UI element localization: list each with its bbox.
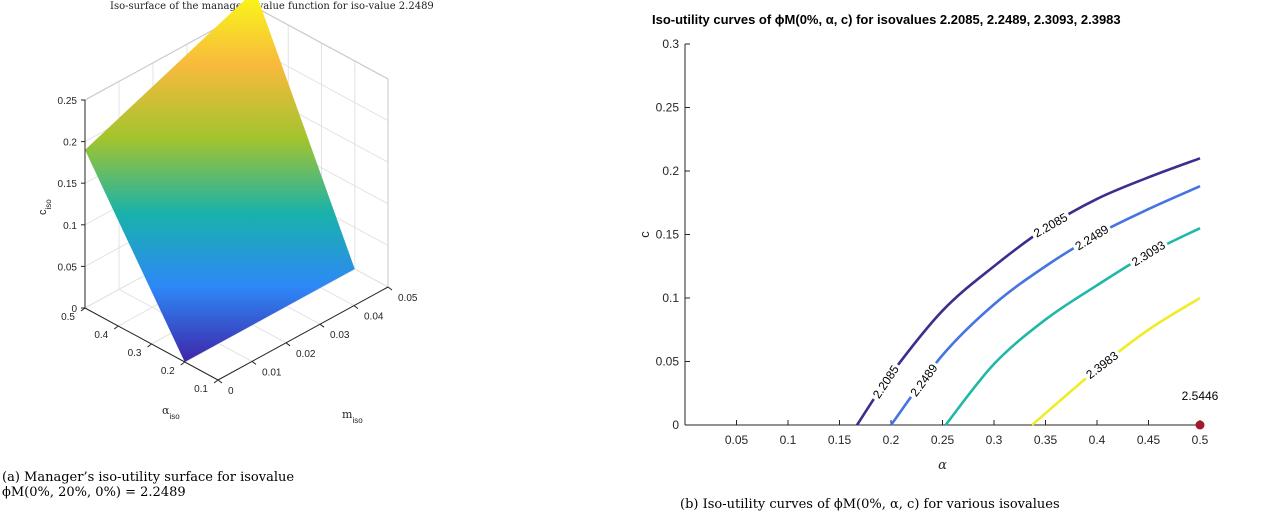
panel-a: Iso-surface of the manager's value funct… bbox=[2, 0, 562, 500]
m-tick-label: 0.05 bbox=[398, 293, 418, 304]
x-tick-label: 0.35 bbox=[1034, 433, 1058, 447]
caption-a-line1: (a) Manager’s iso-utility surface for is… bbox=[2, 470, 295, 485]
alpha-tick-label: 0.3 bbox=[128, 348, 142, 359]
contour-label-bg bbox=[867, 360, 904, 404]
y-tick-label: 0.2 bbox=[662, 164, 679, 178]
contour-label: 2.2085 bbox=[870, 362, 902, 401]
m-tick bbox=[251, 360, 257, 365]
chart-b-title: Iso-utility curves of ϕM(0%, α, c) for i… bbox=[652, 12, 1121, 27]
m-tick-label: 0 bbox=[228, 386, 234, 397]
m-tick-label: 0.02 bbox=[296, 349, 316, 360]
max-point-marker bbox=[1195, 420, 1205, 430]
iso-curve bbox=[889, 185, 1201, 426]
m-tick bbox=[387, 286, 393, 291]
y-tick-label: 0.05 bbox=[656, 355, 680, 369]
alpha-tick-label: 0.5 bbox=[61, 312, 75, 323]
iso-surface bbox=[85, 0, 355, 362]
caption-b: (b) Iso-utility curves of ϕM(0%, α, c) f… bbox=[680, 497, 1060, 512]
y-tick-label: 0 bbox=[672, 418, 679, 432]
contour-label: 2.2489 bbox=[907, 361, 940, 399]
surface-chart: 00.010.020.030.040.050.10.20.30.40.500.0… bbox=[37, 0, 418, 425]
box-edge bbox=[254, 6, 389, 80]
y-tick-label: 0.1 bbox=[662, 291, 679, 305]
contour-label-bg bbox=[1126, 236, 1171, 271]
x-tick-label: 0.1 bbox=[780, 433, 797, 447]
c-axis-label: ciso bbox=[37, 199, 53, 215]
contour-label-bg bbox=[905, 358, 943, 402]
x-tick-label: 0.5 bbox=[1192, 433, 1209, 447]
m-tick bbox=[217, 379, 223, 384]
max-point-label: 2.5446 bbox=[1182, 389, 1219, 403]
alpha-tick bbox=[147, 343, 152, 348]
m-tick bbox=[285, 342, 291, 347]
m-tick-label: 0.03 bbox=[330, 330, 350, 341]
x-axis-label: α bbox=[938, 458, 947, 473]
caption-a-line2: ϕM(0%, 20%, 0%) = 2.2489 bbox=[2, 485, 186, 500]
c-tick-label: 0 bbox=[71, 304, 77, 315]
contour-label: 2.2085 bbox=[1031, 210, 1070, 240]
contour-label-bg bbox=[1070, 220, 1114, 256]
iso-curve bbox=[944, 226, 1201, 426]
iso-curve bbox=[855, 157, 1201, 426]
panel-b: Iso-utility curves of ϕM(0%, α, c) for i… bbox=[637, 0, 1273, 516]
y-tick-label: 0.15 bbox=[656, 228, 680, 242]
m-tick-label: 0.01 bbox=[262, 367, 282, 378]
alpha-tick-label: 0.4 bbox=[94, 330, 108, 341]
m-tick bbox=[319, 323, 325, 328]
m-tick bbox=[353, 305, 359, 310]
m-axis-line bbox=[217, 286, 389, 381]
c-tick-label: 0.25 bbox=[58, 96, 78, 107]
alpha-tick-label: 0.1 bbox=[194, 384, 208, 395]
y-tick-label: 0.25 bbox=[656, 101, 680, 115]
contour-label: 2.3983 bbox=[1083, 348, 1121, 382]
x-tick-label: 0.05 bbox=[725, 433, 749, 447]
alpha-tick bbox=[213, 379, 219, 384]
x-tick-label: 0.4 bbox=[1089, 433, 1106, 447]
y-tick-label: 0.3 bbox=[662, 37, 679, 51]
x-tick-label: 0.2 bbox=[883, 433, 900, 447]
y-axis-label: c bbox=[637, 231, 652, 238]
alpha-axis-label: αiso bbox=[162, 404, 180, 421]
m-axis-label: miso bbox=[342, 408, 363, 425]
contour-label-bg bbox=[1028, 208, 1073, 243]
x-tick-label: 0.3 bbox=[986, 433, 1003, 447]
caption-a: (a) Manager’s iso-utility surface for is… bbox=[2, 470, 562, 500]
c-tick-label: 0.2 bbox=[63, 138, 77, 149]
x-tick-label: 0.15 bbox=[828, 433, 852, 447]
c-tick-label: 0.15 bbox=[58, 179, 78, 190]
alpha-tick bbox=[113, 325, 119, 330]
c-tick-label: 0.05 bbox=[58, 262, 78, 273]
contour-chart: 0 0.05 0.1 0.15 0.2 0.25 0.3 0.05 0.1 0.15 0.2 0.25… bbox=[637, 37, 1219, 473]
m-tick-label: 0.04 bbox=[364, 312, 384, 323]
alpha-tick bbox=[180, 361, 186, 366]
contour-label-bg bbox=[1080, 346, 1124, 384]
x-tick-label: 0.45 bbox=[1137, 433, 1161, 447]
x-tick-label: 0.25 bbox=[931, 433, 955, 447]
c-tick-label: 0.1 bbox=[63, 221, 77, 232]
chart-a-title: Iso-surface of the manager's value funct… bbox=[110, 1, 434, 12]
alpha-tick-label: 0.2 bbox=[161, 366, 175, 377]
